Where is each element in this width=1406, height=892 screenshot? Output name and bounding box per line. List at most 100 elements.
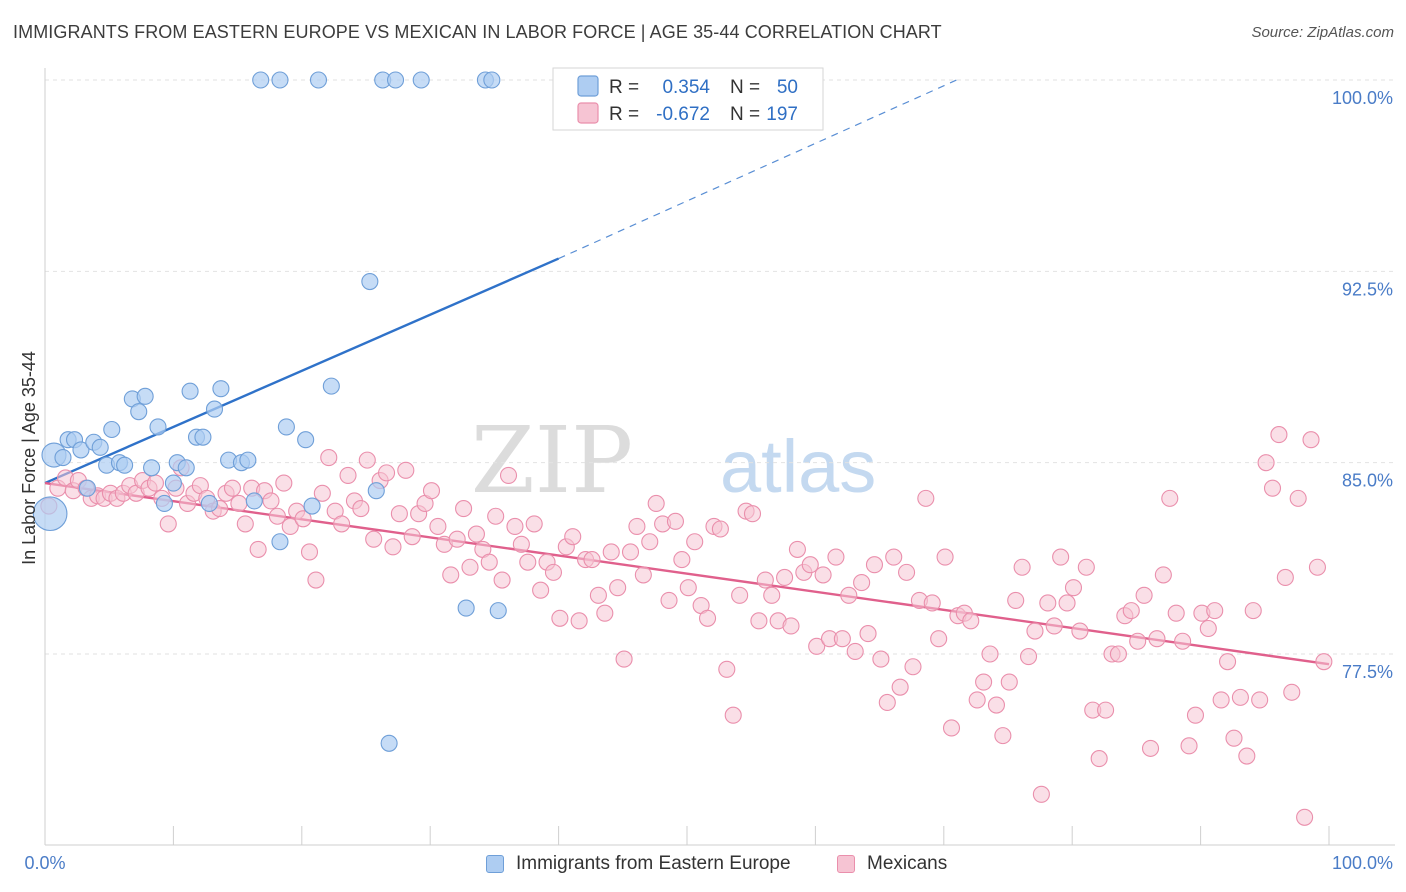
data-point-mexicans	[358, 451, 376, 469]
data-point-mexicans	[975, 673, 993, 691]
data-point-mexicans	[1129, 632, 1147, 650]
data-point-mexicans	[1097, 701, 1115, 719]
data-point-mexicans	[442, 566, 460, 584]
data-point-eastern-europe	[412, 71, 430, 89]
data-point-mexicans	[782, 617, 800, 635]
data-point-eastern-europe	[78, 479, 96, 497]
data-point-mexicans	[698, 609, 717, 627]
data-point-eastern-europe	[309, 71, 328, 89]
data-point-eastern-europe	[386, 71, 405, 89]
legend-n-label: N =	[730, 104, 760, 125]
data-point-mexicans	[628, 517, 646, 535]
data-point-mexicans	[390, 505, 408, 523]
data-point-mexicans	[621, 543, 640, 561]
data-point-mexicans	[223, 479, 242, 497]
data-point-eastern-europe	[103, 420, 121, 439]
data-point-mexicans	[1302, 431, 1320, 449]
data-point-mexicans	[339, 466, 357, 484]
data-point-mexicans	[904, 658, 922, 676]
data-point-eastern-europe	[91, 438, 109, 456]
data-point-eastern-europe	[297, 431, 315, 449]
legend-n-value: 50	[777, 77, 798, 98]
data-point-mexicans	[1199, 619, 1217, 638]
chart-source: Source: ZipAtlas.com	[1251, 24, 1394, 41]
data-point-mexicans	[808, 637, 826, 655]
data-point-mexicans	[962, 612, 980, 630]
x-tick-label: 100.0%	[1332, 853, 1393, 873]
data-point-mexicans	[1289, 489, 1307, 507]
data-point-eastern-europe	[164, 474, 182, 492]
data-point-mexicans	[564, 528, 582, 546]
data-point-mexicans	[384, 538, 402, 556]
data-point-mexicans	[1161, 489, 1179, 507]
data-point-mexicans	[853, 574, 871, 592]
legend-n-value: 197	[766, 104, 798, 125]
data-point-eastern-europe	[380, 734, 398, 752]
data-point-mexicans	[320, 449, 338, 467]
data-point-mexicans	[673, 551, 691, 569]
y-tick-label: 92.5%	[1342, 279, 1393, 299]
data-point-mexicans	[891, 678, 909, 696]
data-point-mexicans	[403, 528, 421, 546]
data-point-mexicans	[788, 540, 806, 558]
data-point-mexicans	[352, 500, 370, 518]
data-point-mexicans	[923, 594, 941, 612]
chart-title: IMMIGRANTS FROM EASTERN EUROPE VS MEXICA…	[13, 22, 942, 42]
data-point-mexicans	[615, 650, 633, 668]
data-point-mexicans	[487, 507, 505, 525]
data-point-mexicans	[583, 551, 601, 569]
data-point-eastern-europe	[457, 599, 475, 617]
series-mexicans	[40, 426, 1333, 826]
data-point-mexicans	[981, 645, 999, 663]
data-point-mexicans	[532, 581, 550, 599]
data-point-mexicans	[1071, 622, 1089, 640]
data-point-mexicans	[731, 586, 749, 604]
data-point-eastern-europe	[181, 382, 199, 400]
legend-swatch-blue	[577, 75, 599, 97]
data-point-mexicans	[262, 492, 280, 510]
data-point-mexicans	[994, 727, 1012, 745]
data-point-eastern-europe	[136, 387, 154, 405]
data-point-mexicans	[814, 566, 832, 584]
data-point-mexicans	[1032, 785, 1050, 803]
legend-r-value: 0.354	[662, 77, 710, 98]
data-point-mexicans	[1090, 750, 1108, 768]
data-point-mexicans	[1154, 566, 1172, 584]
data-point-mexicans	[230, 494, 248, 513]
data-point-mexicans	[872, 650, 890, 668]
data-point-mexicans	[827, 548, 845, 566]
data-point-mexicans	[499, 466, 518, 484]
data-point-mexicans	[377, 464, 396, 482]
data-point-mexicans	[313, 484, 331, 502]
legend-item-eastern-europe: Immigrants from Eastern Europe	[486, 853, 791, 875]
data-point-mexicans	[763, 586, 781, 604]
data-point-mexicans	[1135, 586, 1153, 604]
data-point-mexicans	[480, 553, 498, 571]
data-point-mexicans	[448, 530, 466, 548]
data-point-mexicans	[365, 530, 383, 548]
data-point-mexicans	[1180, 737, 1198, 755]
data-point-mexicans	[609, 579, 627, 597]
data-point-mexicans	[519, 553, 537, 571]
data-point-eastern-europe	[483, 71, 501, 89]
data-point-mexicans	[686, 533, 704, 551]
legend-swatch-pink	[837, 855, 855, 873]
data-point-mexicans	[865, 556, 884, 574]
data-point-mexicans	[146, 474, 164, 492]
data-point-mexicans	[1283, 683, 1301, 701]
data-point-eastern-europe	[361, 272, 379, 291]
data-point-mexicans	[1315, 653, 1333, 671]
data-point-eastern-europe	[32, 496, 68, 532]
data-point-mexicans	[724, 706, 742, 724]
watermark-zip: ZIP	[471, 407, 633, 514]
legend-label-eastern-europe: Immigrants from Eastern Europe	[516, 853, 791, 874]
data-point-eastern-europe	[271, 533, 289, 551]
data-point-mexicans	[461, 558, 479, 576]
data-point-eastern-europe	[205, 400, 224, 418]
y-tick-label: 77.5%	[1342, 662, 1393, 682]
data-point-mexicans	[236, 515, 254, 533]
data-point-mexicans	[281, 517, 299, 535]
trend-line-mexicans	[44, 481, 1330, 666]
data-point-eastern-europe	[212, 380, 230, 398]
data-point-mexicans	[1045, 617, 1063, 635]
